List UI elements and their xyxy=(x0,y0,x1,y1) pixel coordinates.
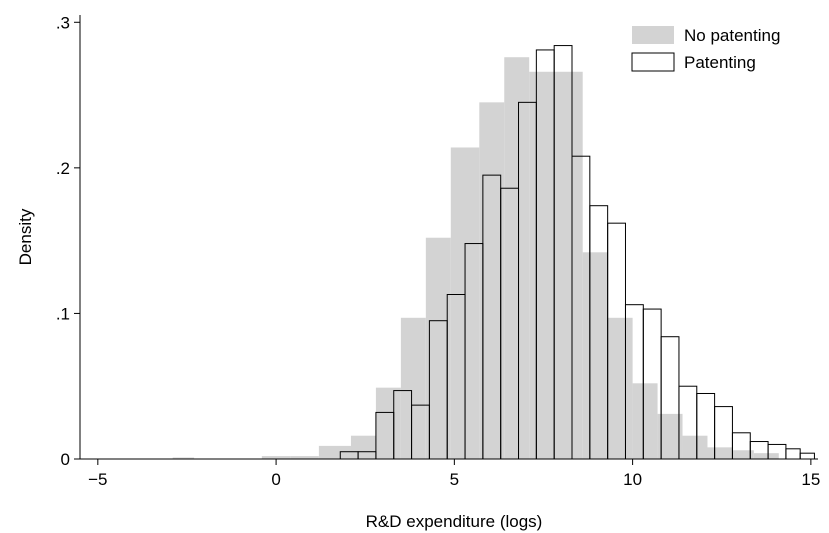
no-patenting-bar-11 xyxy=(529,71,555,459)
no-patenting-bar-12 xyxy=(554,71,583,459)
legend-item-no-patenting: No patenting xyxy=(632,26,780,45)
y-axis-title: Density xyxy=(16,208,35,265)
no-patenting-bar-18 xyxy=(707,447,733,459)
no-patenting-bar-10 xyxy=(504,57,530,459)
no-patenting-bar-16 xyxy=(657,413,683,459)
legend-item-patenting: Patenting xyxy=(631,52,756,72)
y-tick-label-1: .1 xyxy=(56,304,70,323)
y-tick-label-2: .2 xyxy=(56,159,70,178)
no-patenting-bar-19 xyxy=(732,450,754,459)
no-patenting-bar-14 xyxy=(607,317,633,459)
no-patenting-bar-17 xyxy=(682,435,708,459)
no-patenting-bar-13 xyxy=(582,252,608,459)
no-patenting-bar-2 xyxy=(290,456,319,459)
legend-swatch-no-patenting xyxy=(632,26,674,44)
legend-label-patenting: Patenting xyxy=(684,53,756,72)
legend-label-no-patenting: No patenting xyxy=(684,26,780,45)
no-patenting-bar-5 xyxy=(375,387,401,459)
legend-swatch-patenting xyxy=(631,52,675,72)
no-patenting-bar-20 xyxy=(753,453,779,459)
no-patenting-bar-0 xyxy=(172,457,195,459)
x-tick-label-0: −5 xyxy=(88,470,107,489)
patenting-bar-25 xyxy=(785,448,801,460)
no-patenting-bar-3 xyxy=(318,445,351,459)
no-patenting-bar-7 xyxy=(425,237,451,459)
no-patenting-bar-15 xyxy=(632,383,658,459)
no-patenting-bar-4 xyxy=(350,435,376,459)
y-tick-label-3: .3 xyxy=(56,13,70,32)
y-tick-label-0: 0 xyxy=(61,450,70,469)
x-axis-ticks: −5 0 5 10 15 xyxy=(88,459,820,489)
x-tick-label-1: 0 xyxy=(271,470,280,489)
patenting-bar-26 xyxy=(799,452,815,460)
no-patenting-bar-6 xyxy=(400,317,426,459)
y-axis-ticks: 0 .1 .2 .3 xyxy=(56,13,80,469)
x-axis-title: R&D expenditure (logs) xyxy=(366,512,543,531)
x-tick-label-3: 10 xyxy=(623,470,642,489)
no-patenting-bars xyxy=(172,57,779,459)
no-patenting-bar-9 xyxy=(479,102,505,459)
x-tick-label-4: 15 xyxy=(801,470,820,489)
no-patenting-bar-1 xyxy=(261,456,291,459)
legend: No patenting Patenting xyxy=(631,26,780,72)
x-tick-label-2: 5 xyxy=(450,470,459,489)
